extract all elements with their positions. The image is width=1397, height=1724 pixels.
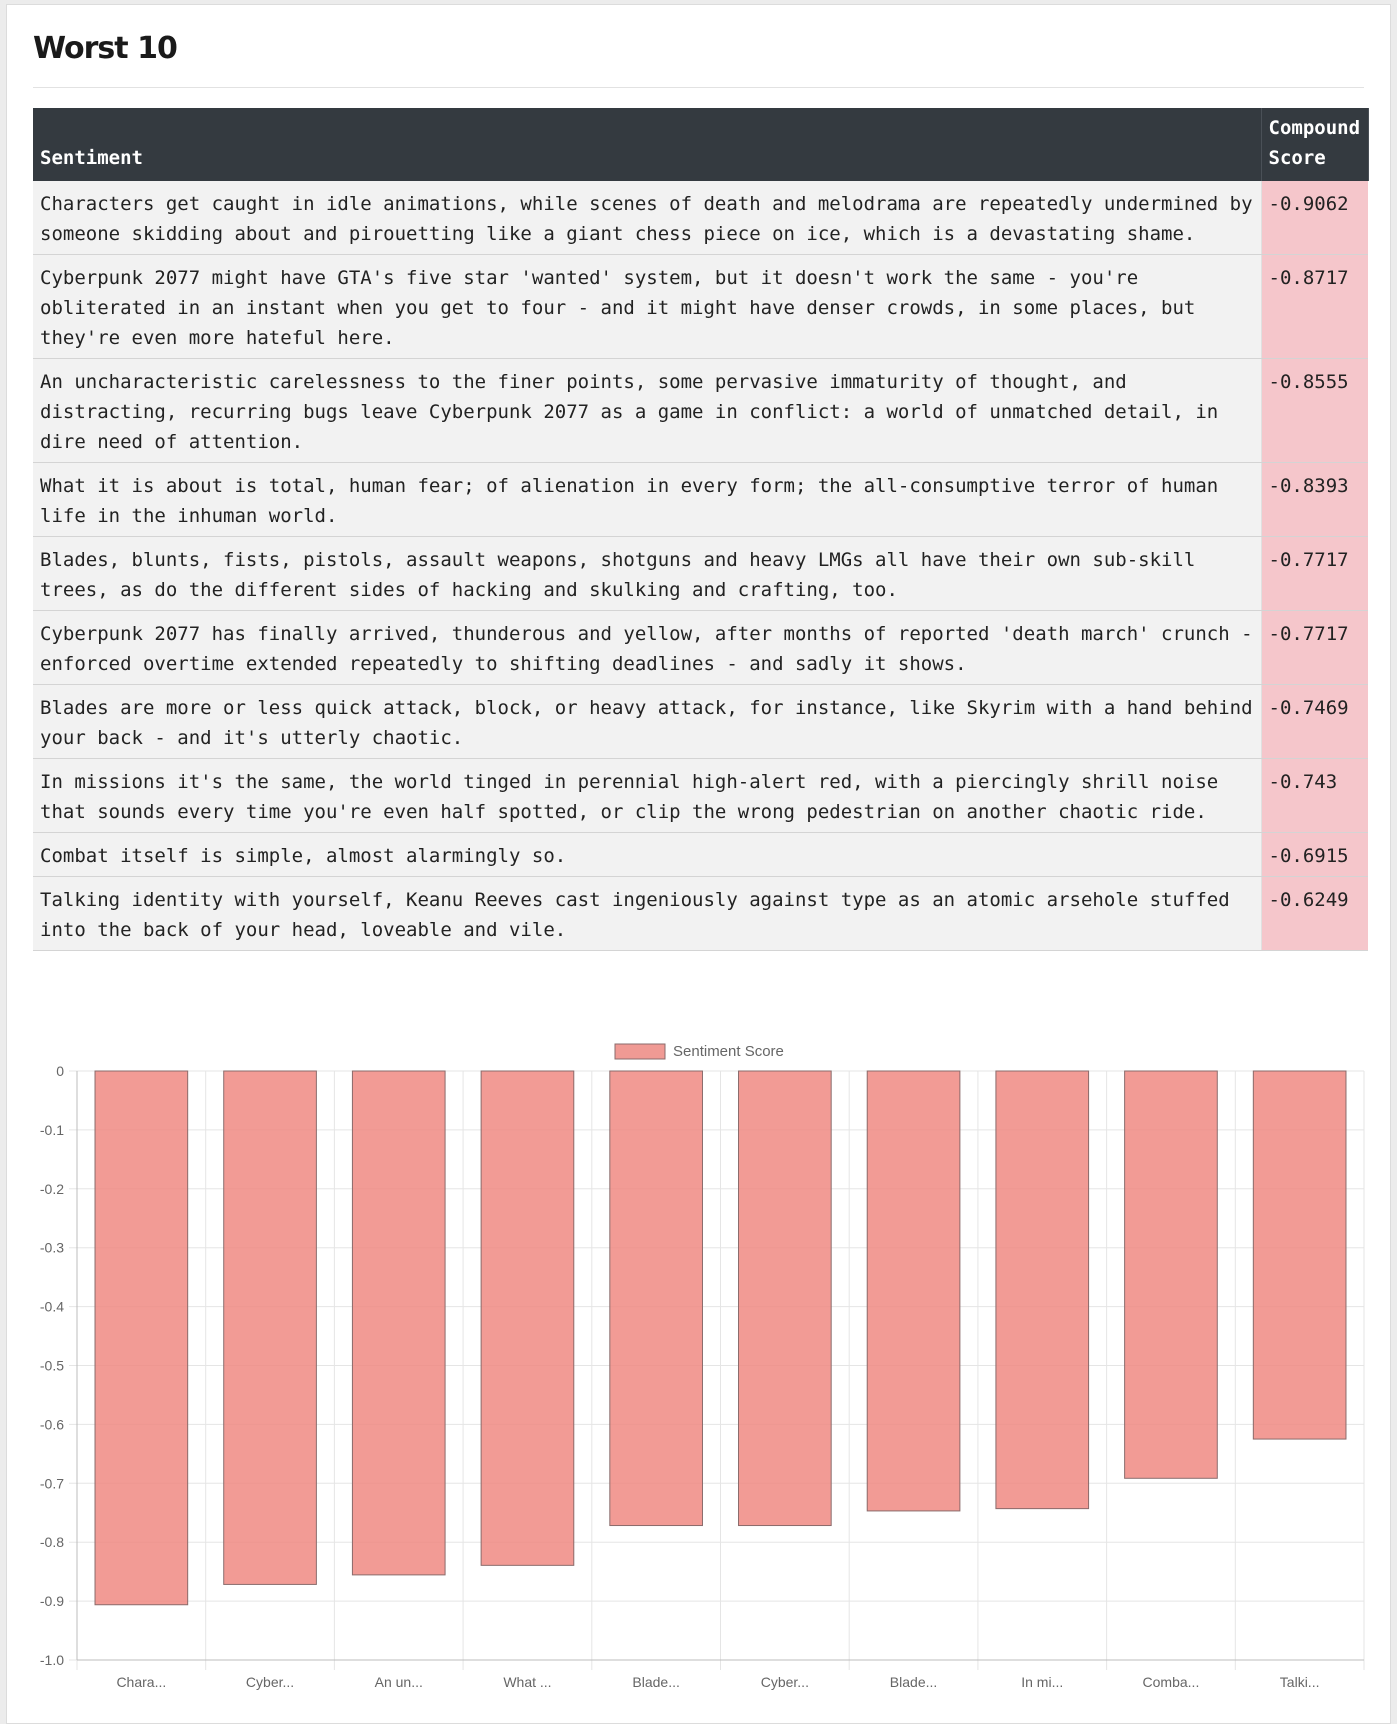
compound-score: -0.8555 — [1260, 358, 1368, 463]
bar — [866, 1070, 961, 1512]
bar — [1124, 1070, 1218, 1479]
y-tick-label: -0.9 — [40, 1593, 64, 1609]
legend-label[interactable]: Sentiment Score — [673, 1043, 784, 1060]
compound-score: -0.7469 — [1260, 684, 1368, 759]
y-tick-label: -0.2 — [40, 1181, 64, 1197]
title-divider — [33, 87, 1364, 88]
chart-bars — [94, 1070, 1347, 1606]
y-tick-label: -0.1 — [40, 1122, 64, 1138]
table-header-row: Sentiment Compound Score — [33, 108, 1369, 181]
x-tick-label: Chara... — [116, 1674, 166, 1690]
x-tick-label: Cyber... — [761, 1674, 809, 1690]
sentiment-text: Cyberpunk 2077 might have GTA's five sta… — [33, 254, 1261, 359]
y-tick-label: -0.4 — [40, 1299, 64, 1315]
compound-score: -0.6915 — [1260, 832, 1368, 877]
compound-score: -0.743 — [1260, 758, 1368, 833]
sentiment-text: Characters get caught in idle animations… — [33, 181, 1261, 255]
chart-legend: Sentiment Score — [614, 1043, 784, 1060]
worst-10-card: Worst 10 Sentiment Compound Score Charac… — [6, 4, 1391, 1724]
x-tick-label: What ... — [503, 1674, 551, 1690]
bar — [480, 1070, 575, 1566]
bar — [1252, 1070, 1347, 1440]
bar — [94, 1070, 189, 1606]
table-row: What it is about is total, human fear; o… — [33, 462, 1368, 537]
x-tick-label: Cyber... — [246, 1674, 294, 1690]
table-row: Blades, blunts, fists, pistols, assault … — [33, 536, 1368, 611]
sentiment-text: Blades, blunts, fists, pistols, assault … — [33, 536, 1261, 611]
y-tick-label: -0.7 — [40, 1475, 64, 1491]
x-tick-label: Comba... — [1143, 1674, 1200, 1690]
y-tick-label: -0.6 — [40, 1416, 64, 1432]
compound-score: -0.7717 — [1260, 536, 1368, 611]
compound-score: -0.7717 — [1260, 610, 1368, 685]
x-tick-label: Talki... — [1280, 1674, 1320, 1690]
sentiment-table: Sentiment Compound Score Characters get … — [33, 108, 1369, 951]
x-tick-label: Blade... — [890, 1674, 937, 1690]
table-row: An uncharacteristic carelessness to the … — [33, 358, 1368, 463]
header-compound-score: Compound Score — [1261, 108, 1369, 181]
sentiment-text: Combat itself is simple, almost alarming… — [33, 832, 1261, 877]
section-title: Worst 10 — [33, 31, 178, 66]
y-tick-label: -1.0 — [40, 1652, 64, 1668]
header-sentiment: Sentiment — [33, 108, 1262, 181]
compound-score: -0.8717 — [1260, 254, 1368, 359]
sentiment-text: Blades are more or less quick attack, bl… — [33, 684, 1261, 759]
sentiment-text: In missions it's the same, the world tin… — [33, 758, 1261, 833]
bar — [223, 1070, 317, 1585]
y-tick-label: 0 — [56, 1063, 64, 1079]
table-row: Cyberpunk 2077 has finally arrived, thun… — [33, 610, 1368, 685]
compound-score: -0.9062 — [1260, 181, 1368, 255]
legend-swatch[interactable] — [614, 1043, 666, 1060]
table-row: Cyberpunk 2077 might have GTA's five sta… — [33, 254, 1368, 359]
table-row: Characters get caught in idle animations… — [33, 181, 1368, 255]
y-tick-label: -0.8 — [40, 1534, 64, 1550]
bar — [351, 1070, 446, 1576]
bar — [738, 1070, 832, 1527]
chart-axes: 0 -0.1 -0.2 -0.3 -0.4 -0.5 -0.6 -0.7 -0.8 -0.9 -1.… — [40, 1063, 1364, 1690]
table-row: Blades are more or less quick attack, bl… — [33, 684, 1368, 759]
bar — [609, 1070, 703, 1527]
sentiment-text: What it is about is total, human fear; o… — [33, 462, 1261, 537]
sentiment-text: Talking identity with yourself, Keanu Re… — [33, 876, 1261, 951]
sentiment-text: Cyberpunk 2077 has finally arrived, thun… — [33, 610, 1261, 685]
compound-score: -0.8393 — [1260, 462, 1368, 537]
x-tick-label: Blade... — [632, 1674, 679, 1690]
sentiment-text: An uncharacteristic carelessness to the … — [33, 358, 1261, 463]
x-tick-label: In mi... — [1021, 1674, 1063, 1690]
table-row: Talking identity with yourself, Keanu Re… — [33, 876, 1368, 951]
compound-score: -0.6249 — [1260, 876, 1368, 951]
table-row: In missions it's the same, the world tin… — [33, 758, 1368, 833]
bar — [995, 1070, 1090, 1510]
table-row: Combat itself is simple, almost alarming… — [33, 832, 1368, 877]
x-tick-label: An un... — [375, 1674, 423, 1690]
y-tick-label: -0.3 — [40, 1240, 64, 1256]
y-tick-label: -0.5 — [40, 1358, 64, 1374]
